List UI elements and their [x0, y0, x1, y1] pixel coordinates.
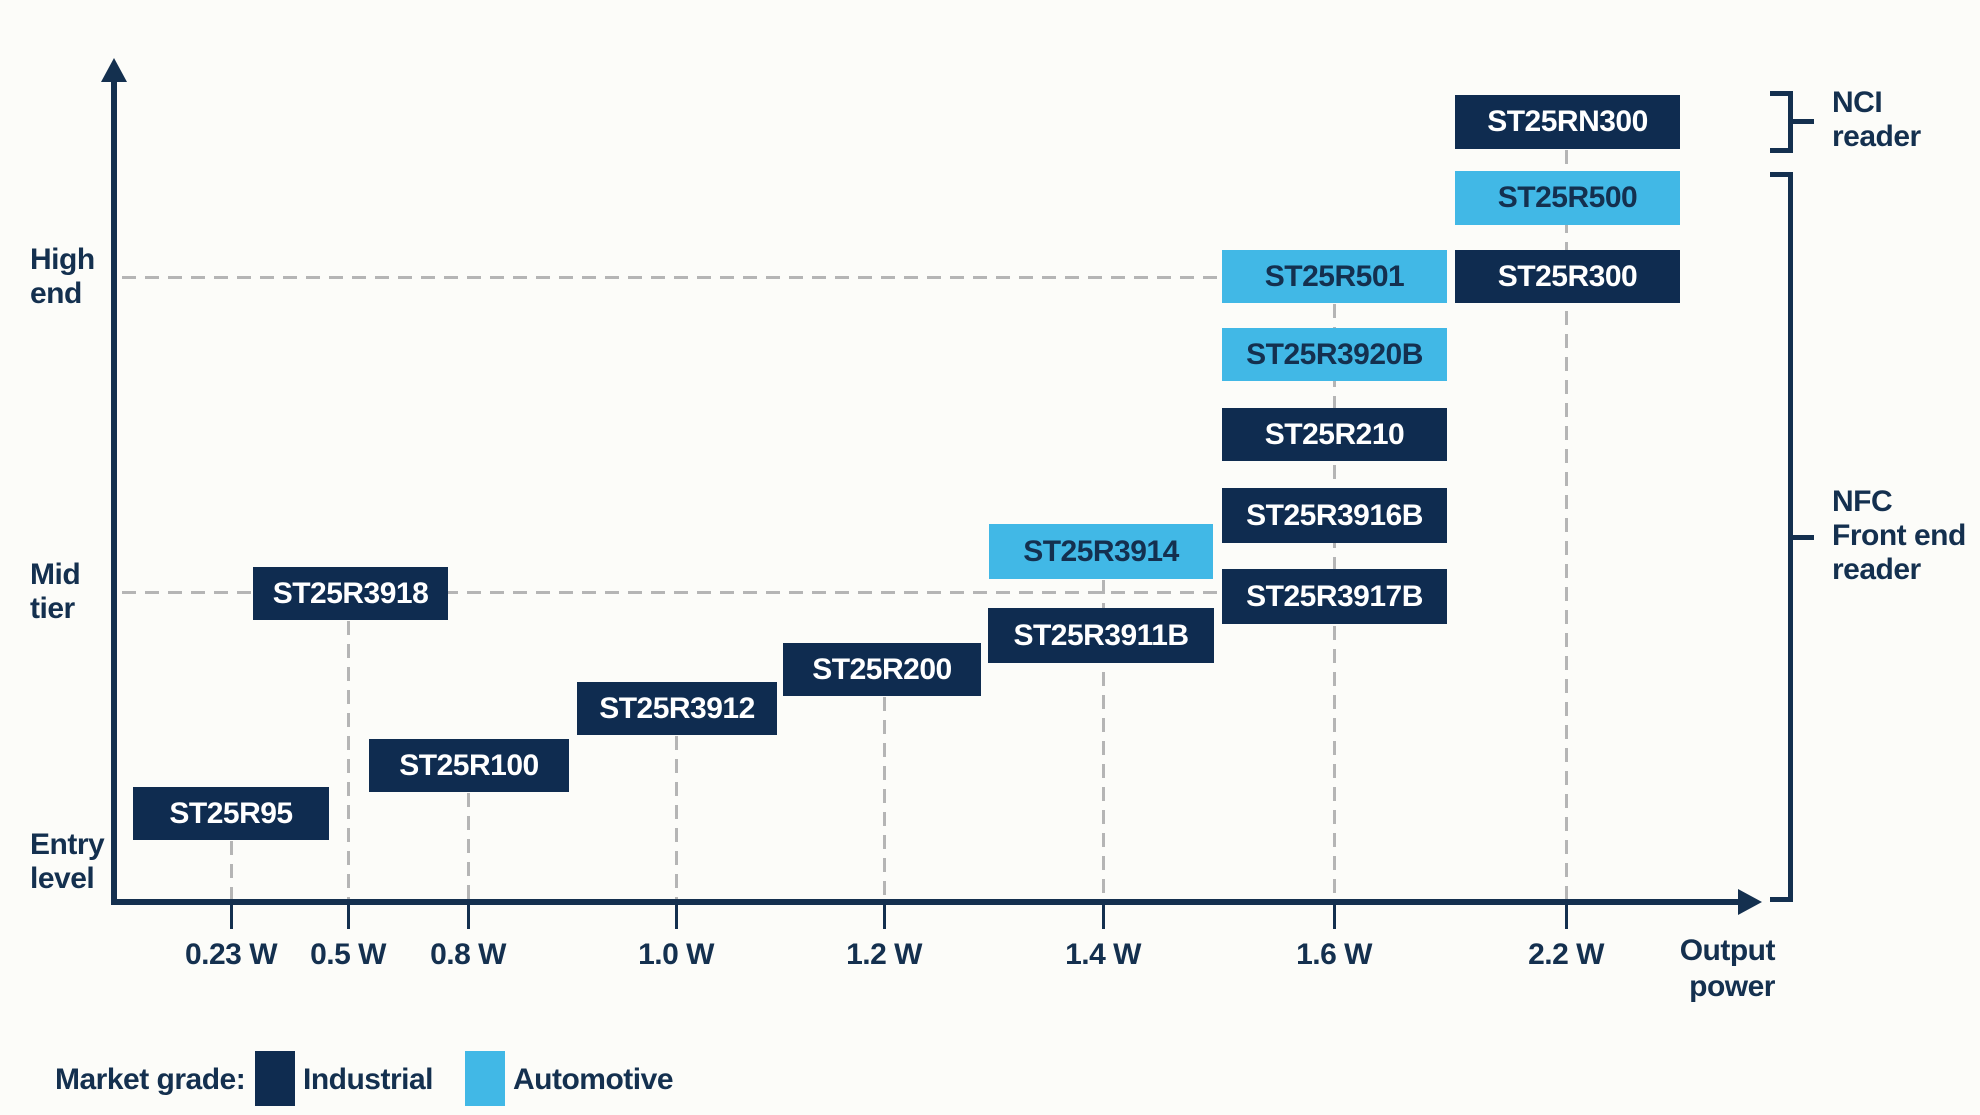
product-box-st25r3920b: ST25R3920B	[1222, 328, 1447, 381]
x-axis-tick	[230, 905, 233, 929]
power-guide-dashed-line	[1565, 150, 1568, 899]
legend-title: Market grade:	[55, 1063, 246, 1096]
x-axis-tick	[1102, 905, 1105, 929]
product-box-st25r3917b: ST25R3917B	[1222, 569, 1447, 624]
x-axis-line	[111, 899, 1745, 905]
product-box-st25r3918: ST25R3918	[253, 567, 448, 620]
x-axis-tick	[883, 905, 886, 929]
nci-reader-label: NCI reader	[1832, 86, 1921, 153]
power-guide-dashed-line	[883, 697, 886, 899]
x-axis-title-line2: power	[1689, 970, 1775, 1003]
legend-swatch-industrial	[255, 1051, 295, 1106]
x-axis-tick-label: 2.2 W	[1528, 938, 1604, 971]
x-axis-tick	[1565, 905, 1568, 929]
legend-label-automotive: Automotive	[513, 1063, 674, 1096]
x-axis-tick-label: 1.0 W	[638, 938, 714, 971]
power-guide-dashed-line	[675, 736, 678, 899]
nci-reader-bracket-bottom-foot	[1770, 148, 1793, 153]
nci-reader-bracket-tick	[1793, 119, 1814, 124]
power-guide-dashed-line	[347, 621, 350, 899]
x-axis-tick-label: 1.6 W	[1296, 938, 1372, 971]
nfc-front-end-reader-bracket	[1788, 172, 1793, 902]
x-axis-tick-label: 1.4 W	[1065, 938, 1141, 971]
y-axis-line	[111, 78, 117, 905]
x-axis-tick-label: 0.5 W	[310, 938, 386, 971]
tier-guide-dashed-line	[122, 591, 1222, 594]
x-axis-title: Output power	[1679, 933, 1776, 1005]
product-box-st25r501: ST25R501	[1222, 250, 1447, 303]
x-axis-tick	[675, 905, 678, 929]
product-box-st25r3914: ST25R3914	[989, 524, 1213, 579]
power-guide-dashed-line	[230, 841, 233, 899]
y-axis-tier-label: Mid tier	[30, 558, 81, 625]
product-box-st25r300: ST25R300	[1455, 250, 1680, 303]
nfc-front-end-reader-bracket-top-foot	[1770, 172, 1793, 177]
nfc-front-end-reader-bracket-tick	[1793, 535, 1814, 540]
power-guide-dashed-line	[467, 793, 470, 899]
tier-guide-dashed-line	[122, 276, 1222, 279]
y-axis-arrow-icon	[101, 58, 127, 82]
nci-reader-bracket-top-foot	[1770, 91, 1793, 96]
x-axis-tick-label: 1.2 W	[846, 938, 922, 971]
x-axis-tick-label: 0.8 W	[430, 938, 506, 971]
power-guide-dashed-line	[1102, 580, 1105, 899]
product-box-st25r3912: ST25R3912	[577, 682, 777, 735]
y-axis-tier-label: Entry level	[30, 828, 105, 895]
legend-label-industrial: Industrial	[303, 1063, 434, 1096]
legend-swatch-automotive	[465, 1051, 505, 1106]
nfc-front-end-reader-bracket-bottom-foot	[1770, 897, 1793, 902]
x-axis-tick	[1333, 905, 1336, 929]
product-box-st25r500: ST25R500	[1455, 171, 1680, 225]
x-axis-tick-label: 0.23 W	[184, 938, 278, 971]
x-axis-arrow-icon	[1738, 889, 1762, 915]
product-box-st25r210: ST25R210	[1222, 408, 1447, 461]
nci-reader-bracket	[1788, 91, 1793, 153]
x-axis-title-line1: Output	[1679, 934, 1776, 967]
product-box-st25rn300: ST25RN300	[1455, 95, 1680, 149]
product-box-st25r200: ST25R200	[783, 643, 981, 696]
y-axis-tier-label: High end	[30, 243, 95, 310]
product-box-st25r100: ST25R100	[369, 739, 569, 792]
product-box-st25r3916b: ST25R3916B	[1222, 488, 1447, 543]
x-axis-tick	[347, 905, 350, 929]
x-axis-tick	[467, 905, 470, 929]
product-box-st25r3911b: ST25R3911B	[988, 608, 1214, 663]
product-box-st25r95: ST25R95	[133, 787, 329, 840]
nfc-front-end-reader-label: NFC Front end reader	[1832, 485, 1966, 586]
